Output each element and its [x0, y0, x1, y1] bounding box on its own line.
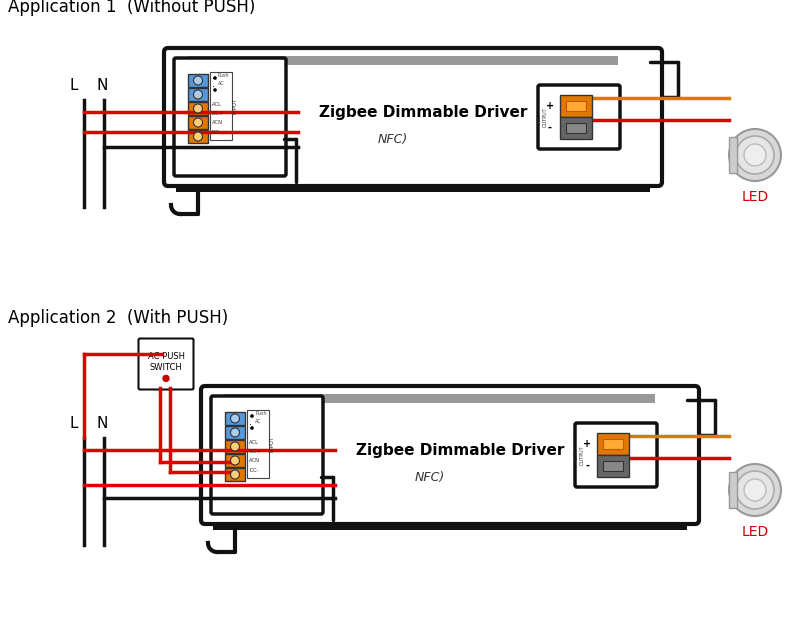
Text: NFC): NFC) [378, 133, 408, 145]
Text: NFC): NFC) [415, 471, 445, 483]
Bar [176, 184, 650, 192]
Circle shape [250, 414, 254, 418]
Text: Application 2  (With PUSH): Application 2 (With PUSH) [8, 309, 228, 327]
Text: -: - [548, 123, 552, 133]
Ellipse shape [744, 144, 766, 166]
Text: +: + [546, 101, 554, 111]
Bar [603, 461, 623, 471]
Circle shape [194, 90, 202, 99]
FancyBboxPatch shape [138, 339, 194, 389]
Circle shape [213, 88, 217, 92]
Bar [225, 412, 245, 425]
Text: N: N [96, 416, 108, 431]
Bar [188, 130, 208, 143]
Text: Zigbee Dimmable Driver: Zigbee Dimmable Driver [356, 443, 564, 458]
Text: ·: · [212, 74, 215, 84]
Text: L: L [70, 416, 78, 431]
Text: ·: · [249, 420, 252, 430]
Text: AC PUSH: AC PUSH [147, 352, 185, 361]
Text: DC-: DC- [249, 468, 258, 473]
Text: -: - [585, 461, 589, 471]
Text: LED
OUTPUT: LED OUTPUT [537, 107, 547, 127]
Circle shape [250, 426, 254, 430]
Bar [225, 454, 245, 467]
Text: LED: LED [742, 525, 769, 539]
Circle shape [213, 76, 217, 80]
Text: DC+: DC+ [212, 111, 224, 116]
Circle shape [163, 376, 169, 381]
Text: INPUT: INPUT [233, 98, 238, 114]
Text: LED
OUTPUT: LED OUTPUT [574, 445, 584, 465]
Bar [225, 426, 245, 439]
Circle shape [230, 442, 239, 451]
Bar [597, 433, 629, 455]
Bar [225, 468, 245, 481]
Text: Application 1  (Without PUSH): Application 1 (Without PUSH) [8, 0, 255, 16]
Bar [210, 72, 232, 140]
Text: +: + [583, 439, 591, 449]
Text: ACL: ACL [249, 439, 259, 444]
Ellipse shape [729, 464, 781, 516]
Bar [603, 439, 623, 449]
Bar [225, 394, 655, 403]
Text: ACL: ACL [212, 101, 222, 106]
FancyBboxPatch shape [538, 85, 620, 149]
Bar [729, 137, 737, 173]
Circle shape [194, 76, 202, 85]
Bar [188, 102, 208, 115]
Text: AC: AC [255, 419, 262, 424]
Ellipse shape [729, 129, 781, 181]
FancyBboxPatch shape [575, 423, 657, 487]
Bar [188, 116, 208, 129]
Bar [560, 117, 592, 139]
Circle shape [230, 470, 239, 479]
Bar [560, 95, 592, 117]
Text: ACN: ACN [249, 458, 260, 463]
Bar [188, 74, 208, 87]
Circle shape [230, 456, 239, 465]
Bar [566, 101, 586, 111]
Bar [729, 472, 737, 508]
Circle shape [230, 428, 239, 437]
Text: AC: AC [218, 81, 225, 86]
FancyBboxPatch shape [211, 396, 323, 514]
Text: N: N [96, 78, 108, 93]
Text: DC+: DC+ [249, 449, 261, 454]
Text: Push: Push [255, 411, 266, 416]
Bar [225, 440, 245, 453]
Bar [213, 522, 687, 530]
Bar [597, 455, 629, 477]
Bar [566, 123, 586, 133]
Bar [188, 56, 618, 65]
Text: Push: Push [218, 73, 230, 78]
Circle shape [194, 104, 202, 113]
Circle shape [194, 118, 202, 127]
Text: ·: · [212, 82, 215, 92]
FancyBboxPatch shape [164, 48, 662, 186]
Text: INPUT: INPUT [270, 436, 274, 452]
Ellipse shape [736, 136, 774, 174]
Text: SWITCH: SWITCH [150, 363, 182, 372]
Text: DC-: DC- [212, 130, 222, 135]
Text: L: L [70, 78, 78, 93]
Circle shape [230, 414, 239, 423]
Text: LED: LED [742, 190, 769, 204]
Text: Zigbee Dimmable Driver: Zigbee Dimmable Driver [319, 105, 527, 120]
FancyBboxPatch shape [201, 386, 699, 524]
Bar [247, 410, 269, 478]
Bar [188, 88, 208, 101]
FancyBboxPatch shape [174, 58, 286, 176]
Ellipse shape [744, 479, 766, 501]
Text: ACN: ACN [212, 120, 223, 125]
Ellipse shape [736, 471, 774, 509]
Text: ·: · [249, 412, 252, 422]
Circle shape [194, 132, 202, 141]
